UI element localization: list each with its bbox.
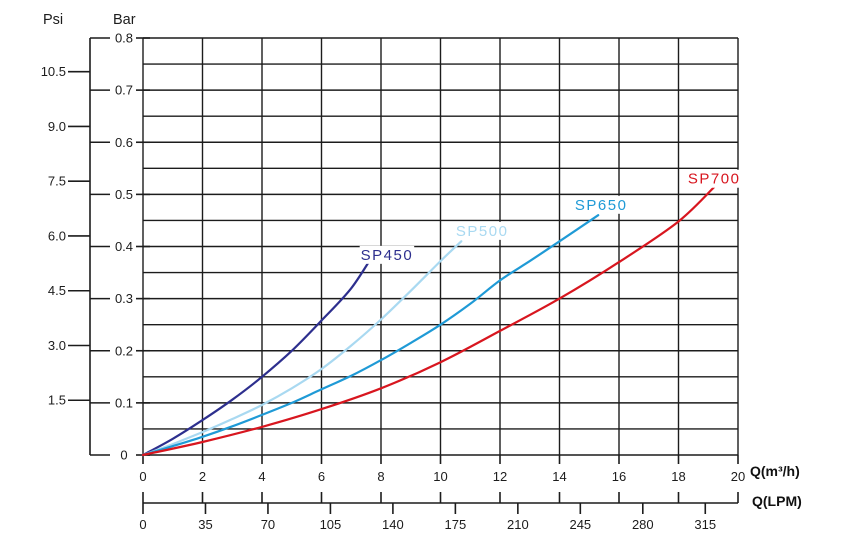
bar-tick-label: 0.1 bbox=[115, 395, 133, 410]
bar-tick-label: 0 bbox=[120, 448, 127, 463]
lpm-tick-label: 210 bbox=[507, 517, 529, 532]
x-tick-label: 4 bbox=[258, 469, 265, 484]
x-axis-lpm-unit-label: Q(LPM) bbox=[752, 493, 802, 509]
bar-tick-label: 0.2 bbox=[115, 343, 133, 358]
curve-SP700 bbox=[141, 182, 719, 457]
lpm-tick-label: 0 bbox=[139, 517, 146, 532]
curve-label-backing bbox=[573, 195, 629, 214]
curve-label-backing bbox=[454, 221, 510, 240]
curve-label-SP500: SP500 bbox=[456, 223, 509, 240]
x-tick-label: 12 bbox=[493, 469, 507, 484]
curve-SP450 bbox=[141, 250, 377, 457]
bar-tick-label: 0.7 bbox=[115, 83, 133, 98]
curve-label-SP700: SP700 bbox=[688, 171, 741, 188]
psi-tick-label: 3.0 bbox=[48, 338, 66, 353]
curve-label-backing bbox=[359, 245, 415, 264]
curve-SP650 bbox=[141, 214, 600, 457]
curve-label-SP650: SP650 bbox=[575, 197, 628, 214]
bar-axis-title: Bar bbox=[113, 12, 136, 28]
x-tick-label: 16 bbox=[612, 469, 626, 484]
psi-axis-title: Psi bbox=[43, 12, 64, 28]
psi-tick-label: 6.0 bbox=[48, 228, 66, 243]
x-axis-m3h-unit-label: Q(m³/h) bbox=[750, 463, 800, 479]
lpm-tick-label: 280 bbox=[632, 517, 654, 532]
bar-tick-label: 0.5 bbox=[115, 187, 133, 202]
lpm-tick-label: 105 bbox=[320, 517, 342, 532]
curve-SP500 bbox=[141, 240, 463, 457]
bar-tick-label: 0.8 bbox=[115, 31, 133, 46]
lpm-tick-label: 175 bbox=[445, 517, 467, 532]
bar-tick-label: 0.3 bbox=[115, 291, 133, 306]
lpm-tick-label: 245 bbox=[569, 517, 591, 532]
x-tick-label: 10 bbox=[433, 469, 447, 484]
lpm-tick-label: 70 bbox=[261, 517, 275, 532]
x-tick-label: 2 bbox=[199, 469, 206, 484]
bar-tick-label: 0.6 bbox=[115, 135, 133, 150]
x-tick-label: 18 bbox=[671, 469, 685, 484]
x-tick-label: 20 bbox=[731, 469, 745, 484]
psi-tick-label: 9.0 bbox=[48, 119, 66, 134]
psi-tick-label: 1.5 bbox=[48, 393, 66, 408]
psi-tick-label: 4.5 bbox=[48, 283, 66, 298]
x-tick-label: 0 bbox=[139, 469, 146, 484]
lpm-tick-label: 35 bbox=[198, 517, 212, 532]
lpm-tick-label: 140 bbox=[382, 517, 404, 532]
curve-label-backing bbox=[686, 169, 742, 188]
x-tick-label: 6 bbox=[318, 469, 325, 484]
psi-tick-label: 10.5 bbox=[41, 64, 66, 79]
psi-tick-label: 7.5 bbox=[48, 174, 66, 189]
curve-label-SP450: SP450 bbox=[361, 247, 414, 264]
lpm-tick-label: 315 bbox=[694, 517, 716, 532]
x-tick-label: 8 bbox=[377, 469, 384, 484]
bar-tick-label: 0.4 bbox=[115, 239, 133, 254]
x-tick-label: 14 bbox=[552, 469, 566, 484]
